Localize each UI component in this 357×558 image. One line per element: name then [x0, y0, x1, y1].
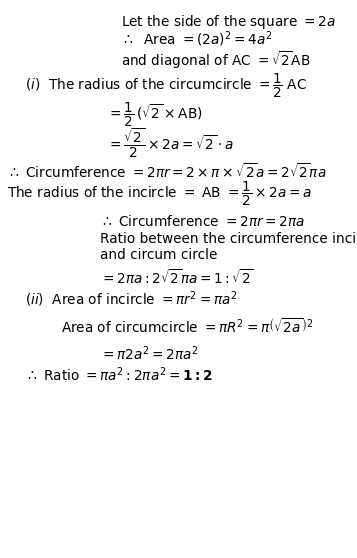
- Text: $= \dfrac{1}{2}\,(\sqrt{2} \times \mathrm{AB})$: $= \dfrac{1}{2}\,(\sqrt{2} \times \mathr…: [107, 100, 203, 128]
- Text: $\therefore$ Circumference $= 2\pi r = 2 \times \pi \times \sqrt{2}a = 2\sqrt{2}: $\therefore$ Circumference $= 2\pi r = 2…: [7, 162, 327, 181]
- Text: The radius of the incircle $= $ AB $= \dfrac{1}{2} \times 2a = a$: The radius of the incircle $= $ AB $= \d…: [7, 180, 312, 208]
- Text: $= \dfrac{\sqrt{2}}{2} \times 2a = \sqrt{2}\cdot a$: $= \dfrac{\sqrt{2}}{2} \times 2a = \sqrt…: [107, 127, 234, 161]
- Text: and diagonal of AC $= \sqrt{2}$AB: and diagonal of AC $= \sqrt{2}$AB: [121, 49, 311, 71]
- Text: $\therefore$  Area $= (2a)^2 = 4a^2$: $\therefore$ Area $= (2a)^2 = 4a^2$: [121, 29, 272, 49]
- Text: $(i)$  The radius of the circumcircle $= \dfrac{1}{2}$ AC: $(i)$ The radius of the circumcircle $= …: [25, 71, 307, 99]
- Text: $\therefore$ Ratio $= \pi a^2 : 2\pi a^2 = \mathbf{1 : 2}$: $\therefore$ Ratio $= \pi a^2 : 2\pi a^2…: [25, 365, 213, 384]
- Text: and circum circle: and circum circle: [100, 248, 217, 262]
- Text: $= \pi 2a^2 = 2\pi a^2$: $= \pi 2a^2 = 2\pi a^2$: [100, 344, 199, 363]
- Text: Ratio between the circumference incircle: Ratio between the circumference incircle: [100, 232, 357, 246]
- Text: Area of circumcircle $= \pi R^2 = \pi \left(\sqrt{2a}\right)^2$: Area of circumcircle $= \pi R^2 = \pi \l…: [61, 317, 314, 336]
- Text: $= 2\pi a : 2\sqrt{2}\pi a = 1 : \sqrt{2}$: $= 2\pi a : 2\sqrt{2}\pi a = 1 : \sqrt{2…: [100, 268, 253, 287]
- Text: Let the side of the square $= 2a$: Let the side of the square $= 2a$: [121, 13, 336, 31]
- Text: $\therefore$ Circumference $= 2\pi r = 2\pi a$: $\therefore$ Circumference $= 2\pi r = 2…: [100, 214, 305, 229]
- Text: $(ii)$  Area of incircle $= \pi r^2 = \pi a^2$: $(ii)$ Area of incircle $= \pi r^2 = \pi…: [25, 290, 237, 310]
